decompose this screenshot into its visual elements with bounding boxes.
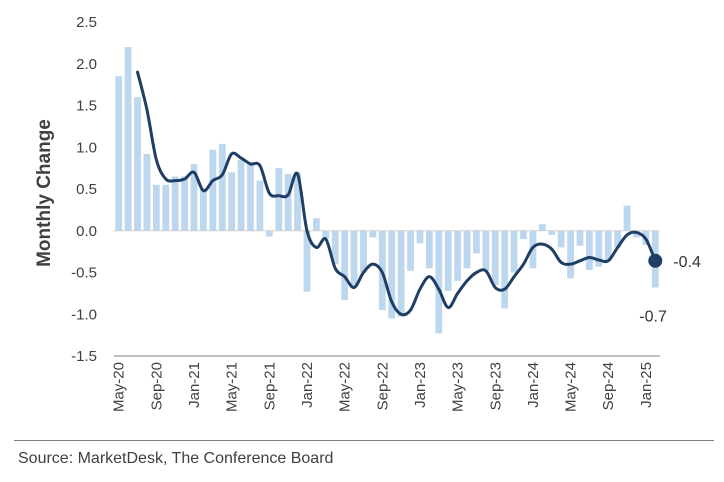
bar xyxy=(416,230,424,244)
y-tick-label: 0.5 xyxy=(76,181,97,198)
bar xyxy=(538,224,546,231)
bar xyxy=(557,230,565,248)
bar xyxy=(115,76,123,231)
bar xyxy=(350,230,358,288)
x-tick-label: Sep-21 xyxy=(261,362,278,410)
bar xyxy=(124,47,132,231)
bar xyxy=(510,230,518,273)
x-tick-label: May-24 xyxy=(563,362,580,412)
bar xyxy=(360,230,367,273)
y-tick-label: 2.5 xyxy=(76,14,97,31)
x-tick-label: May-20 xyxy=(111,362,128,412)
y-tick-label: -1.5 xyxy=(71,348,97,365)
bar xyxy=(303,230,311,292)
bar xyxy=(444,230,452,291)
x-tick-label: May-22 xyxy=(337,362,354,412)
bar xyxy=(190,163,198,231)
y-tick-label: 2.0 xyxy=(76,56,97,73)
bar xyxy=(247,162,254,231)
bar xyxy=(237,159,245,231)
y-axis-label: Monthly Change xyxy=(34,119,55,267)
bar xyxy=(435,230,443,334)
x-tick-label: May-21 xyxy=(224,362,241,412)
footer-divider xyxy=(14,440,714,441)
data-label: -0.7 xyxy=(639,309,667,326)
x-tick-label: Jan-22 xyxy=(299,362,316,408)
trend-end-marker xyxy=(648,253,663,268)
bar xyxy=(313,218,320,231)
y-axis-ticks: 2.5 2.0 1.5 1.0 0.5 0.0 -0.5 -1.0 -1.5 xyxy=(71,14,97,365)
bar xyxy=(152,184,160,231)
trend-line xyxy=(136,70,657,317)
bar xyxy=(341,230,349,301)
x-tick-label: Jan-25 xyxy=(638,362,655,408)
bar xyxy=(256,180,264,231)
bar xyxy=(586,230,593,270)
bar xyxy=(623,205,631,231)
bar xyxy=(454,230,461,281)
x-tick-label: May-23 xyxy=(450,362,467,412)
bar xyxy=(482,230,490,271)
x-tick-label: Jan-21 xyxy=(186,362,203,408)
bar xyxy=(407,230,414,271)
y-tick-label: 1.0 xyxy=(76,139,97,156)
x-tick-label: Jan-24 xyxy=(525,362,542,408)
bar xyxy=(143,153,151,231)
bar xyxy=(520,230,527,240)
y-tick-label: 1.5 xyxy=(76,98,97,115)
x-tick-label: Sep-22 xyxy=(374,362,391,410)
x-tick-label: Jan-23 xyxy=(412,362,429,408)
x-tick-label: Sep-20 xyxy=(148,362,165,410)
bar xyxy=(209,149,217,231)
bar xyxy=(171,176,179,231)
bar xyxy=(425,230,433,269)
y-tick-label: -1.0 xyxy=(71,306,97,323)
bar xyxy=(134,97,141,231)
bar xyxy=(369,230,377,238)
bar xyxy=(576,230,584,246)
bar xyxy=(322,230,330,240)
bar xyxy=(388,230,396,319)
bar xyxy=(275,168,283,231)
y-tick-label: 0.0 xyxy=(76,223,97,240)
annotations: -0.4 -0.7 xyxy=(639,254,701,326)
bar xyxy=(284,173,292,231)
bar xyxy=(473,230,480,254)
x-axis-ticks: May-20 Sep-20 Jan-21 May-21 Sep-21 Jan-22 May-… xyxy=(111,362,655,412)
bar xyxy=(294,172,301,231)
y-tick-label: -0.5 xyxy=(71,265,97,282)
bar xyxy=(463,230,471,269)
bar xyxy=(567,230,574,279)
bar xyxy=(491,230,499,286)
bar xyxy=(633,230,640,238)
bar-series xyxy=(115,47,659,334)
bar xyxy=(331,230,339,265)
bar xyxy=(181,176,188,231)
bar xyxy=(397,230,405,317)
bar xyxy=(614,230,622,248)
bar xyxy=(265,230,273,237)
bar xyxy=(604,230,612,261)
bar xyxy=(548,230,556,235)
data-label: -0.4 xyxy=(673,254,701,271)
x-tick-label: Sep-23 xyxy=(487,362,504,410)
x-tick-label: Sep-24 xyxy=(600,362,617,410)
bar xyxy=(200,189,207,231)
source-note: Source: MarketDesk, The Conference Board xyxy=(18,450,334,467)
bar xyxy=(595,230,603,267)
bar xyxy=(218,143,226,231)
bar xyxy=(501,230,509,309)
bar xyxy=(162,184,170,231)
bar xyxy=(228,172,236,231)
